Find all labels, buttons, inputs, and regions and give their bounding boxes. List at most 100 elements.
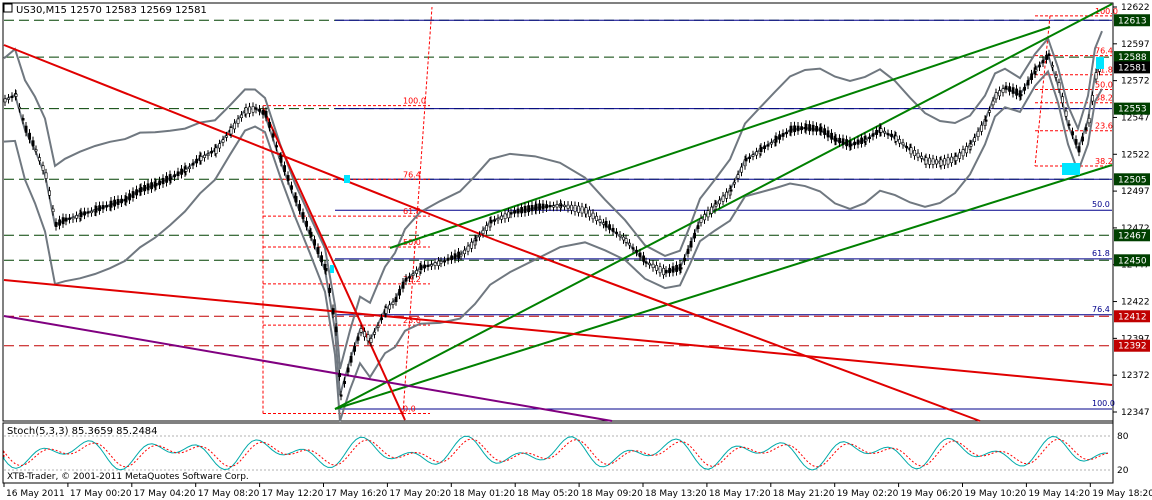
candle-body [1041, 59, 1045, 64]
candle-body [523, 205, 527, 213]
candle-body [871, 133, 875, 137]
candle-body [699, 218, 703, 223]
candle-body [301, 212, 305, 219]
candle-body [622, 236, 626, 241]
candle-body [595, 215, 599, 221]
candle-body [584, 207, 588, 215]
candle-body [264, 110, 268, 118]
candle-body [513, 210, 517, 214]
symbol-header: US30,M15 12570 12583 12569 12581 [16, 5, 207, 16]
price-tag [1114, 310, 1150, 323]
candle-body [1026, 80, 1030, 86]
candle-body [642, 255, 646, 262]
candle-body [1084, 127, 1088, 131]
band-outer [3, 69, 1103, 422]
candle-body [184, 168, 188, 172]
trendline [334, 3, 1113, 410]
stoch-label: Stoch(5,3,3) 85.3659 85.2484 [7, 426, 158, 437]
fib-left-diagonal [402, 6, 433, 414]
candle-body [804, 123, 808, 131]
candle-body [559, 204, 563, 207]
candle-body [998, 90, 1002, 97]
candle-body [10, 95, 14, 99]
y-tick-label: 12597 [1121, 40, 1150, 50]
candle-body [969, 143, 973, 147]
candle-body [446, 257, 450, 261]
candle-body [298, 203, 302, 211]
price-tag [1114, 173, 1150, 186]
candle-body [644, 261, 648, 264]
trendline [494, 239, 981, 422]
candle-body [763, 145, 767, 150]
trendlines [3, 3, 1113, 422]
candle-body [346, 367, 350, 373]
candle-body [320, 255, 324, 263]
candle-body [875, 129, 879, 135]
fib-right-label: 100.0 [1095, 7, 1118, 16]
candle-body [868, 136, 872, 140]
candle-body [463, 249, 467, 255]
fib-right-label: 76.4 [1095, 47, 1113, 56]
x-tick-label: 19 May 14:20 [1028, 489, 1090, 499]
candle-body [1004, 85, 1008, 90]
candle-body [324, 268, 328, 272]
x-tick-label: 18 May 21:20 [773, 489, 835, 499]
x-tick-label: 17 May 12:20 [262, 489, 324, 499]
candle-body [443, 260, 447, 263]
candle-body [1071, 131, 1075, 136]
candle-body [169, 177, 173, 180]
candle-body [165, 175, 169, 183]
candle-body [894, 135, 898, 142]
candle-body [785, 132, 789, 135]
window-menu-icon[interactable] [3, 3, 13, 13]
candle-body [849, 144, 853, 147]
candle-body [736, 174, 740, 179]
candle-body [729, 189, 733, 192]
candle-body [261, 110, 265, 115]
candle-body [349, 355, 353, 363]
candle-body [116, 199, 120, 205]
candle-body [356, 336, 360, 341]
candle-body [419, 264, 423, 271]
candle-body [980, 124, 984, 132]
candle-body [366, 334, 370, 342]
candle-body [380, 317, 384, 321]
candle-body [693, 232, 697, 239]
candle-body [635, 249, 639, 253]
fib-right-diagonal [1034, 15, 1051, 167]
candle-body [534, 203, 538, 211]
candle-body [631, 247, 635, 250]
fib-left-label: 61.8 [403, 207, 421, 216]
candle-body [890, 133, 894, 137]
candle-body [879, 128, 883, 133]
fib-right-label: 23.6 [1095, 122, 1113, 131]
candle-body [883, 130, 887, 134]
price-tag-label: 12588 [1118, 53, 1147, 63]
candle-body [793, 125, 797, 133]
candle-body [51, 208, 55, 212]
candle-body [143, 184, 147, 192]
y-tick-label: 12572 [1121, 77, 1150, 87]
stochastic-lines [3, 435, 1109, 471]
candle-body [24, 125, 28, 133]
candle-body [334, 326, 338, 333]
price-tag-label: 12613 [1118, 16, 1147, 26]
candle-body [31, 140, 35, 147]
candle-body [54, 221, 58, 227]
y-tick-label: 12472 [1121, 224, 1150, 234]
price-tag [1114, 14, 1150, 27]
candle-body [313, 239, 317, 246]
candle-body [113, 199, 117, 207]
candle-body [68, 217, 72, 220]
candle-body [766, 144, 770, 147]
candle-body [48, 190, 52, 196]
candle-body [577, 205, 581, 213]
candle-body [221, 139, 225, 143]
candle-body [90, 210, 94, 214]
candle-body [275, 145, 279, 148]
candle-body [1064, 110, 1068, 117]
stoch-signal-line [3, 438, 1109, 468]
fib-blue-label: 76.4 [1092, 305, 1110, 314]
price-tag-label: 12412 [1118, 312, 1147, 322]
